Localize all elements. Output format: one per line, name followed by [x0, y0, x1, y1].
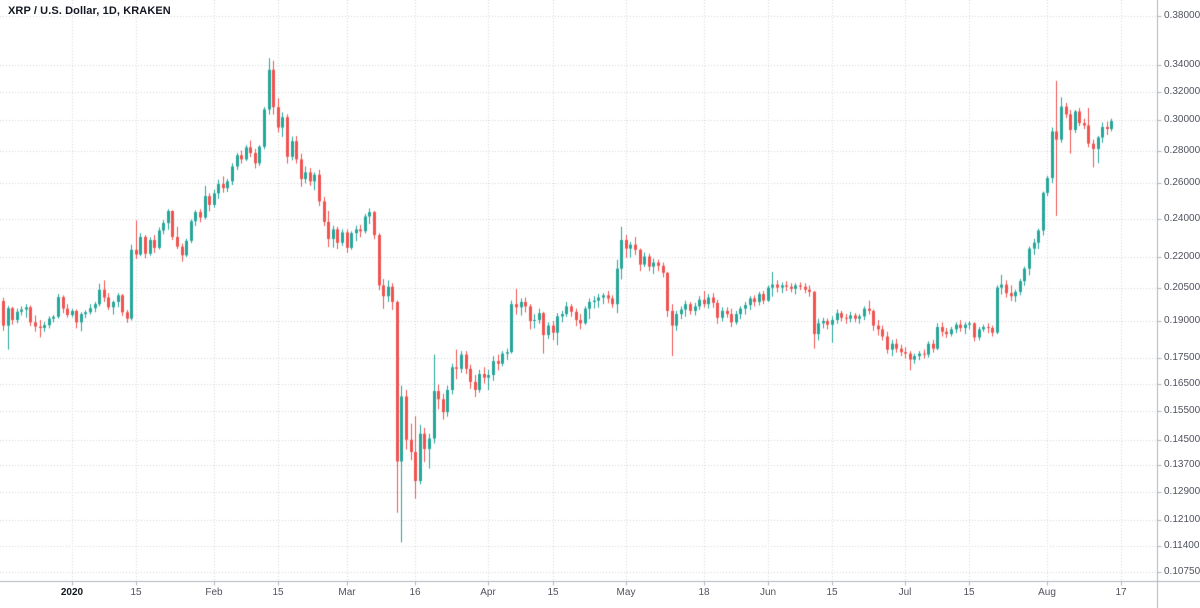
time-axis-label: 17 — [1115, 587, 1127, 598]
time-axis-label: 18 — [698, 587, 710, 598]
chart-title: XRP / U.S. Dollar, 1D, KRAKEN — [8, 5, 171, 17]
price-axis-label: 0.17500 — [1164, 352, 1200, 363]
time-axis-label: 15 — [547, 587, 559, 598]
price-axis-label: 0.20500 — [1164, 282, 1200, 293]
price-axis-label: 0.11400 — [1164, 540, 1200, 551]
time-axis-label: 15 — [130, 587, 142, 598]
time-axis-label: Apr — [480, 587, 496, 598]
price-axis-label: 0.10750 — [1164, 566, 1200, 577]
price-axis-label: 0.12900 — [1164, 486, 1200, 497]
price-axis-label: 0.28000 — [1164, 145, 1200, 156]
price-axis-label: 0.14500 — [1164, 434, 1200, 445]
price-axis-label: 0.19000 — [1164, 315, 1200, 326]
time-axis-label: Jun — [759, 587, 777, 598]
time-axis-label: 16 — [409, 587, 421, 598]
time-axis-label: Feb — [205, 587, 223, 598]
price-axis-label: 0.16500 — [1164, 378, 1200, 389]
price-axis-label: 0.30000 — [1164, 114, 1200, 125]
price-axis-label: 0.24000 — [1164, 213, 1200, 224]
price-axis-label: 0.22000 — [1164, 251, 1200, 262]
time-axis-label: 15 — [963, 587, 975, 598]
time-axis-label: Jul — [898, 587, 912, 598]
price-axis-label: 0.15500 — [1164, 405, 1200, 416]
time-axis-label: Aug — [1038, 587, 1056, 598]
time-axis-label: 2020 — [60, 587, 84, 598]
time-axis-label: 15 — [272, 587, 284, 598]
time-axis-label: 15 — [826, 587, 838, 598]
time-axis-label: May — [616, 587, 636, 598]
price-axis-label: 0.12100 — [1164, 514, 1200, 525]
time-axis-label: Mar — [338, 587, 356, 598]
price-axis-label: 0.34000 — [1164, 59, 1200, 70]
price-axis-label: 0.32000 — [1164, 86, 1200, 97]
price-axis-label: 0.38000 — [1164, 10, 1200, 21]
price-axis-label: 0.26000 — [1164, 177, 1200, 188]
price-axis-label: 0.13700 — [1164, 459, 1200, 470]
